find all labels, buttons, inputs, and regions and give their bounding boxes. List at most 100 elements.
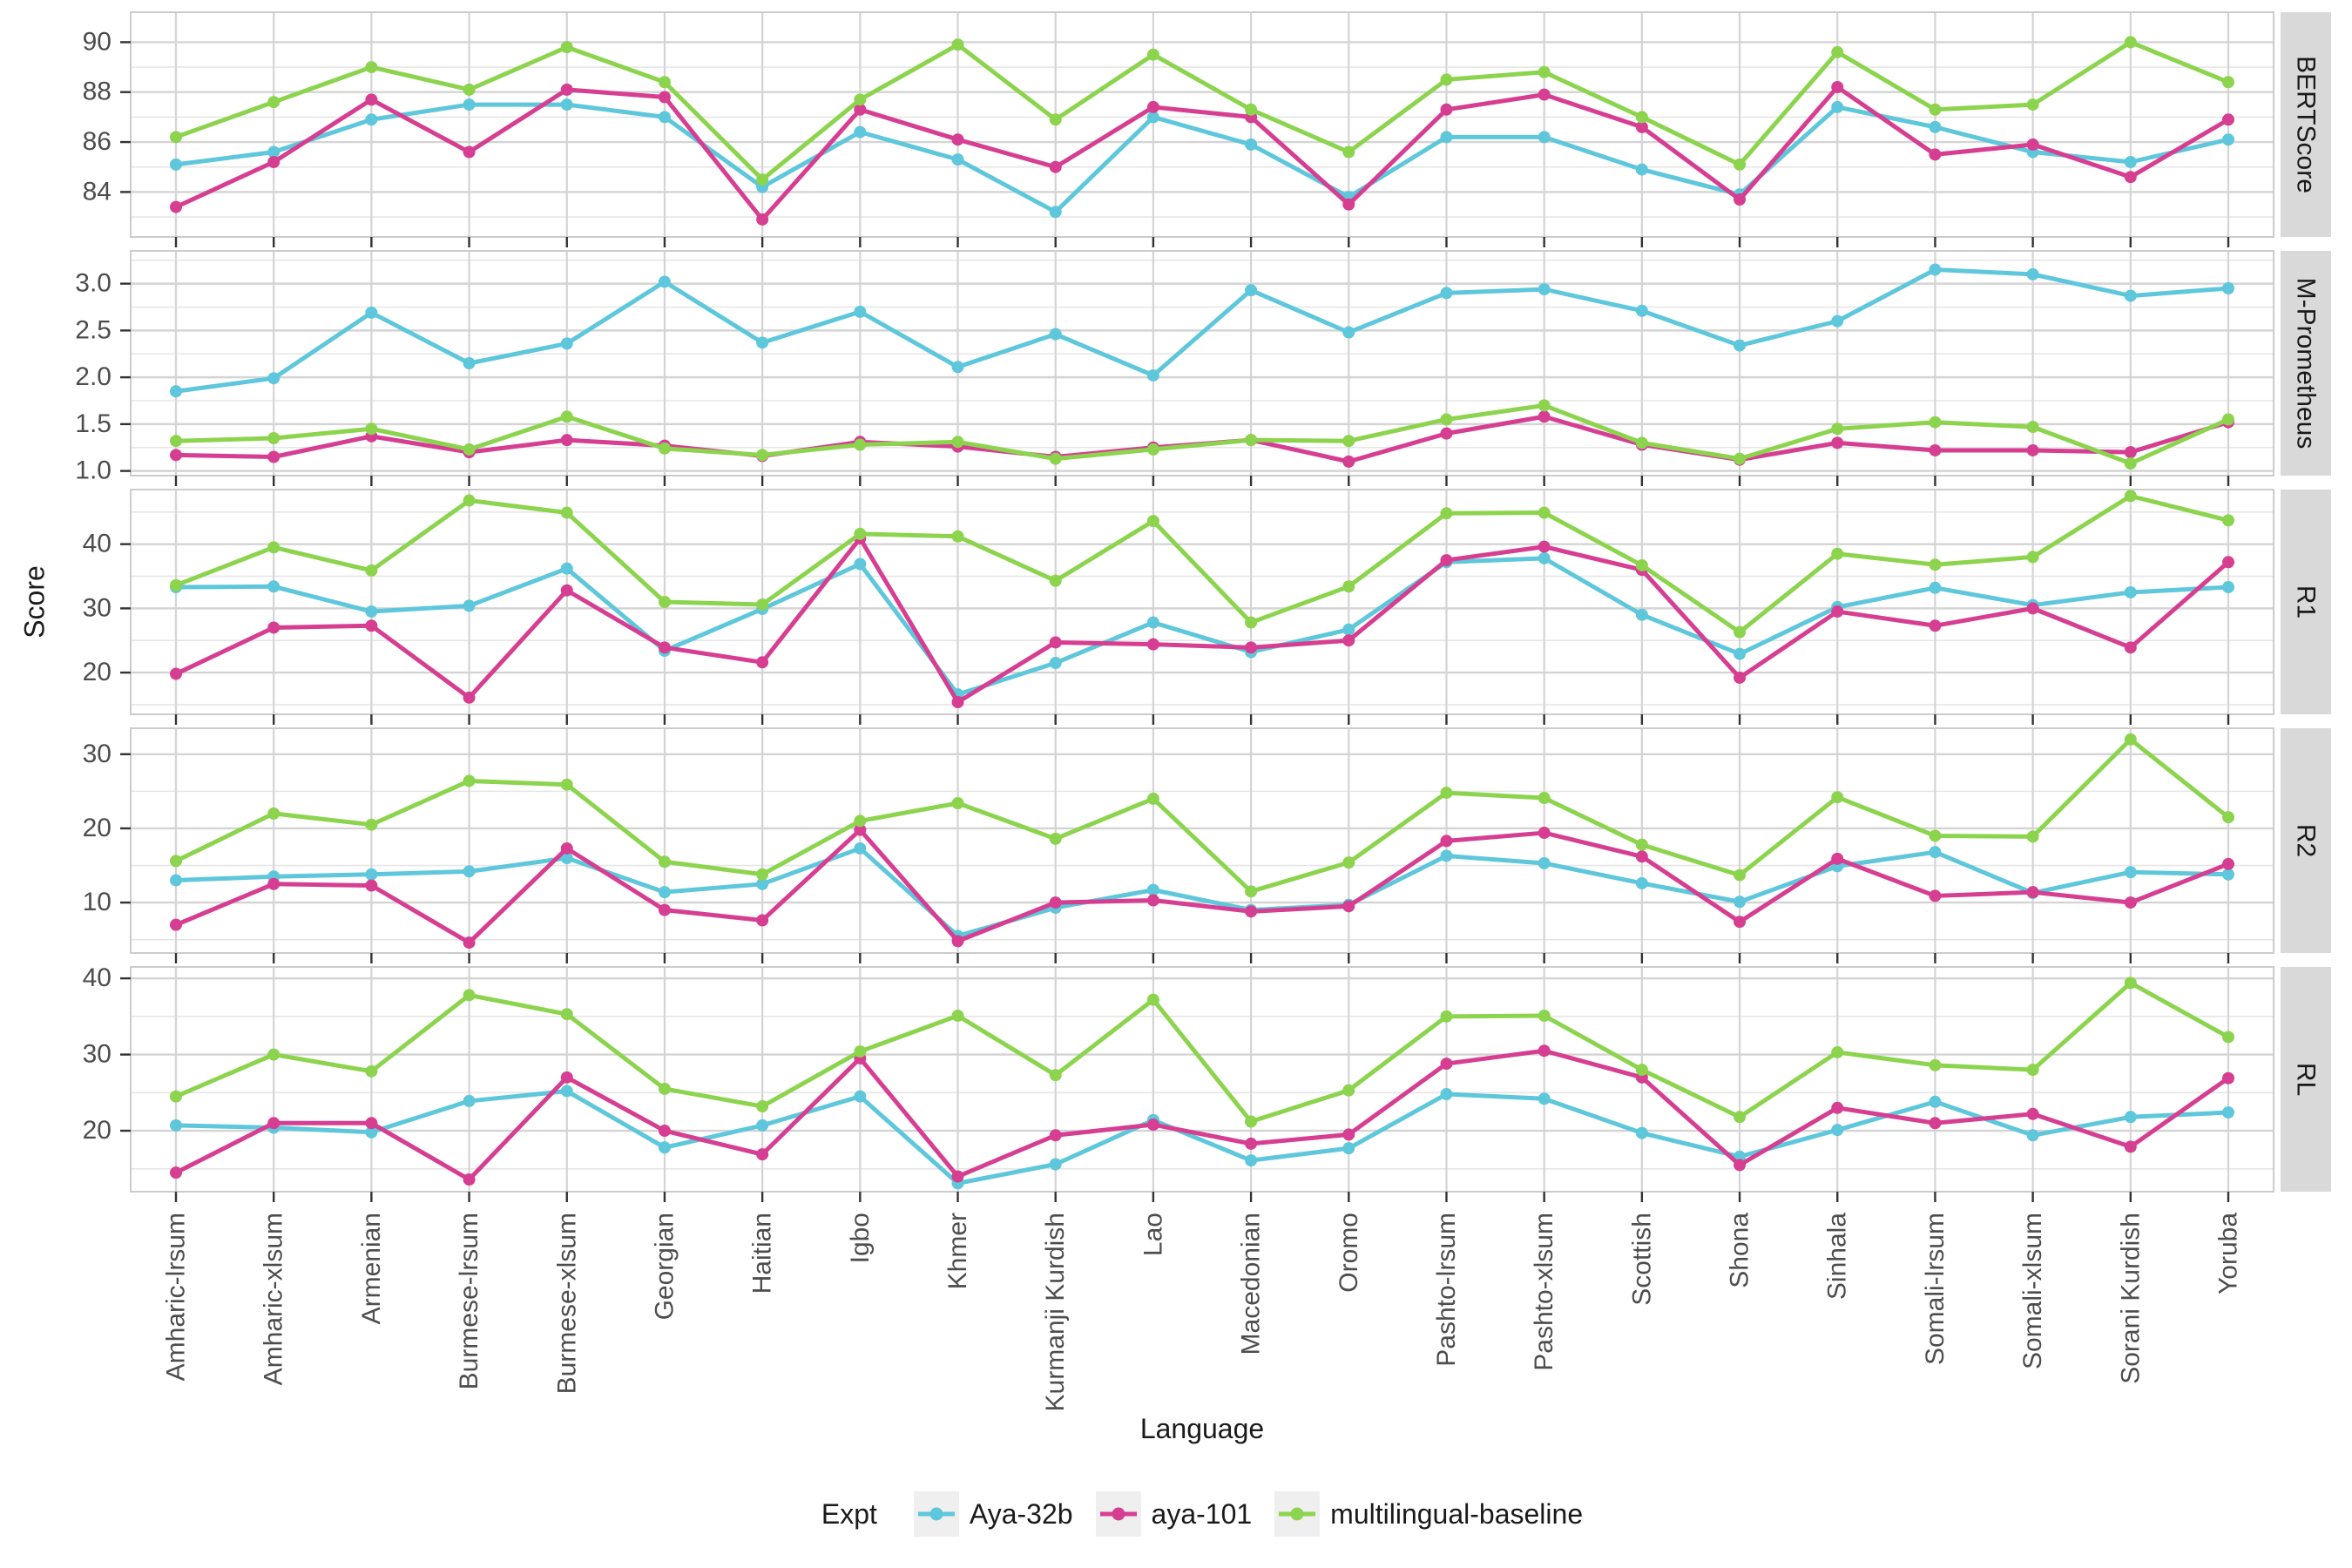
x-category-label: Haitian xyxy=(748,1213,777,1294)
data-point xyxy=(170,1166,182,1179)
data-point xyxy=(560,562,573,575)
data-point xyxy=(463,145,476,159)
data-point xyxy=(2026,830,2039,843)
panel-border xyxy=(130,966,2274,1193)
data-point xyxy=(1049,574,1062,587)
data-point xyxy=(658,855,671,868)
data-point xyxy=(2026,1064,2039,1077)
panel-border xyxy=(130,727,2274,954)
data-point xyxy=(2026,421,2039,434)
data-point xyxy=(1538,1092,1551,1105)
data-point xyxy=(1734,339,1747,352)
data-point xyxy=(1440,507,1453,520)
data-point xyxy=(365,306,378,319)
y-tick-label: 30 xyxy=(83,740,112,768)
y-tick-label: 30 xyxy=(83,1040,112,1069)
data-point xyxy=(1538,551,1551,564)
data-point xyxy=(2222,1106,2234,1119)
series-line-aya-101 xyxy=(173,84,2231,222)
data-point xyxy=(1342,900,1355,913)
data-point xyxy=(2124,866,2137,879)
x-category-label: Pashto-xlsum xyxy=(1530,1213,1558,1371)
data-point xyxy=(1831,852,1844,865)
data-point xyxy=(1929,829,1942,842)
data-point xyxy=(1342,198,1355,211)
data-point xyxy=(1538,540,1551,553)
data-point xyxy=(2222,413,2234,426)
x-category-label: Oromo xyxy=(1335,1213,1363,1293)
data-point xyxy=(1929,889,1942,902)
data-point xyxy=(1049,328,1062,341)
data-point xyxy=(854,438,867,451)
data-point xyxy=(951,797,964,809)
data-point xyxy=(1734,1111,1747,1124)
data-point xyxy=(756,213,769,226)
data-point xyxy=(1146,792,1159,805)
data-point xyxy=(756,868,769,881)
data-point xyxy=(267,145,280,159)
panel-bg-M-Prometheus xyxy=(131,251,2274,476)
data-point xyxy=(560,410,573,423)
data-point xyxy=(658,76,671,89)
x-category-label: Yoruba xyxy=(2214,1213,2243,1294)
series-line-Aya-32b xyxy=(173,102,2231,214)
x-category-label: Khmer xyxy=(943,1213,972,1289)
data-point xyxy=(560,434,573,447)
series-line-aya-101 xyxy=(173,536,2231,705)
data-point xyxy=(170,855,182,868)
y-tick-label: 10 xyxy=(83,888,112,916)
data-point xyxy=(2026,1129,2039,1142)
strip-label: R1 xyxy=(2292,585,2321,618)
data-point xyxy=(267,432,280,444)
data-point xyxy=(2124,36,2137,49)
y-axis-title: Score xyxy=(18,565,51,639)
panel-border xyxy=(130,250,2274,476)
data-point xyxy=(658,1082,671,1095)
data-point xyxy=(1538,65,1551,78)
data-point xyxy=(1831,605,1844,618)
data-point xyxy=(365,422,378,436)
data-point xyxy=(756,173,769,186)
data-point xyxy=(658,442,671,455)
data-point xyxy=(756,877,769,890)
data-point xyxy=(1734,896,1747,909)
data-point xyxy=(1635,120,1648,133)
data-point xyxy=(1342,145,1355,159)
data-point xyxy=(365,605,378,618)
data-point xyxy=(1146,894,1159,907)
data-point xyxy=(1929,443,1942,456)
data-point xyxy=(1734,158,1747,171)
data-point xyxy=(170,1090,182,1103)
data-point xyxy=(463,865,476,878)
data-point xyxy=(1245,434,1258,447)
data-point xyxy=(2124,585,2137,598)
data-point xyxy=(1440,287,1453,300)
data-point xyxy=(463,357,476,369)
data-point xyxy=(756,1148,769,1161)
data-point xyxy=(560,506,573,519)
data-point xyxy=(756,914,769,927)
data-point xyxy=(1635,1126,1648,1139)
y-tick-label: 90 xyxy=(83,27,112,56)
data-point xyxy=(2026,443,2039,456)
data-point xyxy=(2026,602,2039,615)
data-point xyxy=(1929,1117,1942,1130)
data-point xyxy=(1440,427,1453,440)
data-point xyxy=(854,1090,867,1103)
legend-item-Aya-32b: Aya-32b xyxy=(913,1491,1073,1537)
data-point xyxy=(1049,1129,1062,1142)
legend: Expt Aya-32b aya-101 multilingual-baseline xyxy=(131,1491,2274,1537)
data-point xyxy=(854,823,867,836)
data-point xyxy=(560,1085,573,1098)
data-point xyxy=(267,1117,280,1130)
data-point xyxy=(2222,1071,2234,1085)
data-point xyxy=(463,774,476,787)
data-point xyxy=(1245,138,1258,151)
data-point xyxy=(365,1125,378,1139)
x-category-label: Burmese-lrsum xyxy=(455,1213,483,1389)
panel-bg-R2 xyxy=(131,728,2274,953)
y-tick-label: 20 xyxy=(83,814,112,842)
legend-key-icon xyxy=(1095,1491,1141,1537)
data-point xyxy=(1440,131,1453,144)
data-point xyxy=(267,96,280,109)
